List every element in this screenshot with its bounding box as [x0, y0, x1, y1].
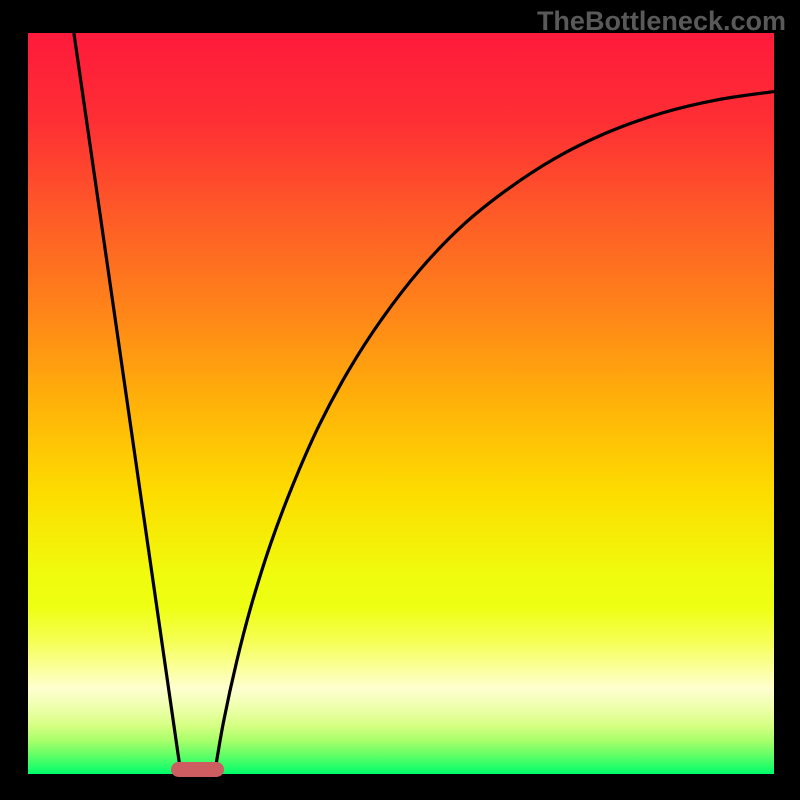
- watermark-text: TheBottleneck.com: [537, 6, 786, 37]
- bottleneck-marker-pill: [171, 762, 224, 777]
- bottleneck-chart-image: TheBottleneck.com: [0, 0, 800, 800]
- curve-left-branch: [74, 33, 181, 774]
- bottleneck-curve: [0, 0, 800, 800]
- curve-right-branch: [215, 92, 775, 774]
